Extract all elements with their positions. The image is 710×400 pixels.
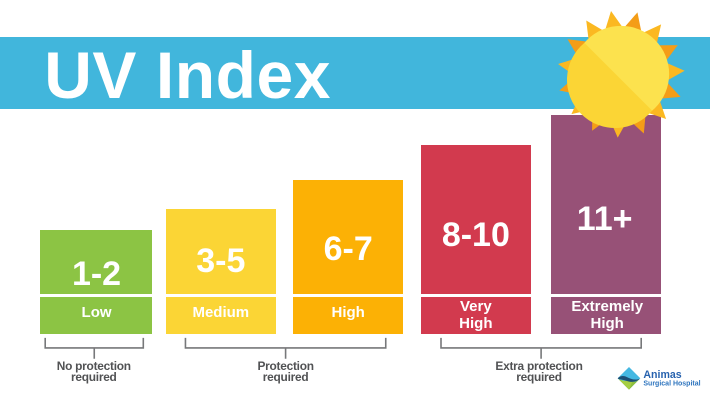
svg-text:Surgical Hospital: Surgical Hospital <box>643 380 700 387</box>
svg-text:Animas: Animas <box>643 369 681 381</box>
